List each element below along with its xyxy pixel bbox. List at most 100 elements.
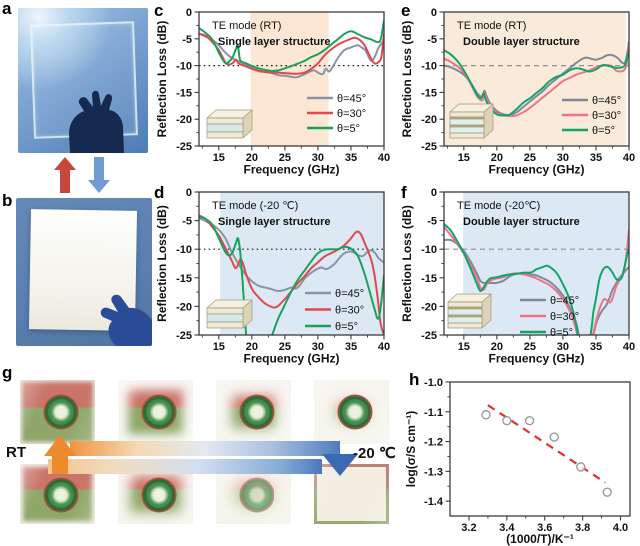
panel-label-f: f	[401, 183, 407, 202]
svg-text:θ=45°: θ=45°	[337, 93, 366, 105]
chart-te-rt-single-layer: 15 20 25 30 35 40 0 -5 -10 -15 -20 -25 Frequency (GH…	[155, 7, 390, 177]
svg-text:-1.2: -1.2	[424, 437, 443, 449]
svg-text:30: 30	[312, 152, 324, 164]
svg-text:3.2: 3.2	[461, 522, 476, 534]
panel-label-a: a	[2, 0, 12, 18]
svg-text:θ=30°: θ=30°	[550, 311, 579, 323]
photo-opaque-film	[16, 198, 152, 346]
svg-text:25: 25	[524, 341, 536, 353]
glove-hand-icon	[100, 294, 152, 346]
svg-text:0: 0	[431, 187, 437, 199]
svg-text:-20: -20	[421, 301, 437, 313]
glove-hand-icon	[69, 90, 124, 153]
svg-text:20: 20	[246, 152, 258, 164]
svg-text:-1.3: -1.3	[424, 466, 443, 478]
svg-text:Frequency (GHz): Frequency (GHz)	[243, 352, 339, 366]
svg-text:Reflection Loss (dB): Reflection Loss (dB)	[400, 205, 414, 322]
svg-text:-10: -10	[421, 244, 437, 256]
svg-text:-1.4: -1.4	[424, 496, 444, 508]
svg-text:θ=45°: θ=45°	[592, 95, 621, 107]
svg-text:-25: -25	[421, 141, 437, 153]
svg-text:35: 35	[590, 152, 602, 164]
logo-badge	[240, 396, 273, 429]
svg-text:Double layer structure: Double layer structure	[463, 216, 580, 228]
sample-photo-cooling-4	[314, 380, 389, 444]
svg-text:35: 35	[345, 152, 357, 164]
svg-text:30: 30	[557, 152, 569, 164]
svg-text:-25: -25	[176, 330, 192, 342]
svg-text:-10: -10	[176, 61, 192, 73]
svg-text:θ=45°: θ=45°	[550, 295, 579, 307]
sample-photo-cooling-3	[216, 380, 291, 444]
svg-text:θ=5°: θ=5°	[337, 123, 360, 135]
logo-badge	[240, 478, 273, 511]
sample-photo-warming-4	[314, 464, 389, 524]
svg-text:0: 0	[431, 7, 437, 19]
panel-label-b: b	[2, 191, 13, 210]
svg-text:-1.1: -1.1	[424, 407, 443, 419]
chart-te-cold-double-layer: 15 20 25 30 35 40 0 -5 -10 -15 -20 -25 Frequency (GH…	[400, 187, 635, 366]
svg-text:15: 15	[458, 341, 470, 353]
svg-text:TE mode (-20℃): TE mode (-20℃)	[457, 200, 540, 212]
svg-text:20: 20	[491, 152, 503, 164]
svg-text:20: 20	[491, 341, 503, 353]
svg-text:Single layer structure: Single layer structure	[218, 216, 331, 228]
svg-text:Frequency (GHz): Frequency (GHz)	[488, 163, 584, 177]
svg-text:Frequency (GHz): Frequency (GHz)	[488, 352, 584, 366]
svg-text:TE mode (-20 ℃): TE mode (-20 ℃)	[212, 200, 298, 212]
panel-label-g: g	[2, 363, 13, 382]
cold-temperature-label: -20 ℃	[353, 445, 396, 462]
logo-badge	[44, 396, 77, 429]
svg-text:θ=30°: θ=30°	[592, 110, 621, 122]
svg-text:TE mode (RT): TE mode (RT)	[457, 20, 526, 32]
svg-text:θ=5°: θ=5°	[550, 327, 573, 339]
svg-text:35: 35	[345, 341, 357, 353]
panel-label-e: e	[401, 1, 411, 20]
svg-text:Reflection Loss (dB): Reflection Loss (dB)	[155, 21, 169, 138]
panel-label-h: h	[409, 370, 420, 389]
svg-text:-15: -15	[176, 87, 192, 99]
logo-badge	[44, 478, 77, 511]
svg-text:-10: -10	[176, 244, 192, 256]
svg-text:25: 25	[279, 152, 291, 164]
svg-text:-25: -25	[421, 330, 437, 342]
svg-text:15: 15	[213, 152, 225, 164]
svg-text:40: 40	[623, 341, 635, 353]
svg-text:θ=45°: θ=45°	[335, 288, 364, 300]
photo-transparent-film	[18, 8, 148, 153]
svg-text:-1.0: -1.0	[424, 377, 443, 389]
chart-te-cold-single-layer: 15 20 25 30 35 40 0 -5 -10 -15 -20 -25 Frequency (GH…	[155, 187, 390, 366]
svg-text:-25: -25	[176, 141, 192, 153]
logo-badge	[142, 478, 175, 511]
svg-text:40: 40	[378, 152, 390, 164]
svg-text:-5: -5	[427, 216, 437, 228]
sample-photo-cooling-2	[118, 380, 193, 444]
svg-text:Single layer structure: Single layer structure	[218, 36, 331, 48]
svg-text:Frequency (GHz): Frequency (GHz)	[243, 163, 339, 177]
svg-text:Double layer structure: Double layer structure	[463, 36, 580, 48]
svg-text:Reflection Loss (dB): Reflection Loss (dB)	[400, 21, 414, 138]
sample-photo-cooling-1	[20, 380, 95, 444]
svg-text:-5: -5	[182, 216, 192, 228]
svg-text:0: 0	[186, 187, 192, 199]
svg-text:-15: -15	[421, 273, 437, 285]
svg-text:3.4: 3.4	[499, 522, 515, 534]
svg-text:3.8: 3.8	[575, 522, 590, 534]
svg-text:θ=5°: θ=5°	[592, 125, 615, 137]
svg-text:4.0: 4.0	[613, 522, 628, 534]
svg-text:-15: -15	[421, 87, 437, 99]
svg-text:log(σ/S cm⁻¹): log(σ/S cm⁻¹)	[404, 411, 418, 488]
svg-text:30: 30	[557, 341, 569, 353]
svg-text:25: 25	[279, 341, 291, 353]
svg-text:θ=5°: θ=5°	[335, 321, 358, 333]
svg-text:-20: -20	[176, 114, 192, 126]
svg-text:TE mode (RT): TE mode (RT)	[212, 20, 281, 32]
panel-label-d: d	[154, 183, 165, 202]
svg-text:0: 0	[186, 7, 192, 19]
panel-label-c: c	[154, 1, 164, 20]
svg-text:25: 25	[524, 152, 536, 164]
logo-badge	[142, 396, 175, 429]
svg-text:15: 15	[458, 152, 470, 164]
svg-text:(1000/T)/K⁻¹: (1000/T)/K⁻¹	[506, 532, 574, 546]
chart-te-rt-double-layer: 15 20 25 30 35 40 0 -5 -10 -15 -20 -25 Frequency (GH…	[400, 7, 635, 177]
